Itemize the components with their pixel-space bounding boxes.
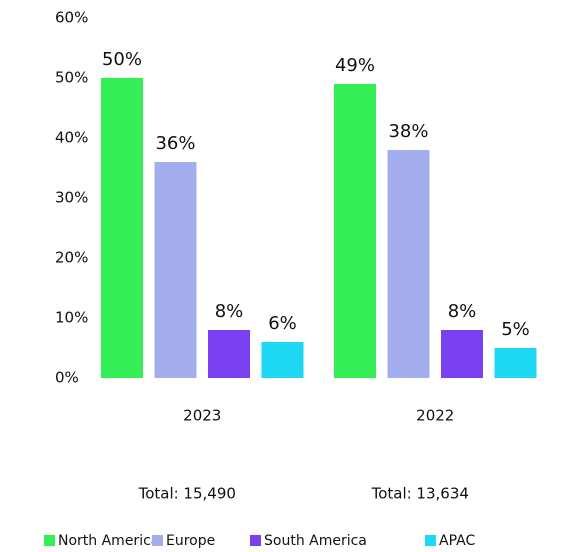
value-label: 36% bbox=[155, 133, 195, 154]
legend-swatch bbox=[44, 535, 55, 546]
annotation: Total: 13,634 bbox=[371, 485, 469, 503]
bar bbox=[261, 342, 304, 378]
value-label: 5% bbox=[501, 319, 530, 340]
legend-label: North America bbox=[58, 533, 159, 549]
legend-swatch bbox=[250, 535, 261, 546]
y-tick-label: 0% bbox=[55, 369, 79, 387]
x-tick-label: 2023 bbox=[183, 407, 221, 425]
bar bbox=[441, 330, 483, 378]
value-label: 38% bbox=[388, 121, 428, 142]
value-label: 49% bbox=[335, 55, 375, 76]
y-tick-label: 50% bbox=[55, 69, 88, 87]
bar bbox=[387, 150, 430, 378]
bar bbox=[154, 162, 197, 378]
bar bbox=[208, 330, 250, 378]
value-label: 50% bbox=[102, 49, 142, 70]
y-tick-label: 40% bbox=[55, 129, 88, 147]
legend-label: Europe bbox=[166, 533, 215, 549]
y-tick-label: 20% bbox=[55, 249, 88, 267]
y-tick-label: 10% bbox=[55, 309, 88, 327]
value-label: 8% bbox=[448, 301, 477, 322]
bar bbox=[494, 348, 537, 378]
legend-label: APAC bbox=[439, 533, 475, 549]
y-tick-label: 30% bbox=[55, 189, 88, 207]
value-label: 6% bbox=[268, 313, 297, 334]
legend-swatch bbox=[425, 535, 436, 546]
annotation: Total: 15,490 bbox=[138, 485, 236, 503]
x-tick-label: 2022 bbox=[416, 407, 454, 425]
y-tick-label: 60% bbox=[55, 9, 88, 27]
value-label: 8% bbox=[215, 301, 244, 322]
bar bbox=[101, 78, 143, 378]
legend-label: South America bbox=[264, 533, 367, 549]
bar bbox=[334, 84, 376, 378]
legend-swatch bbox=[152, 535, 163, 546]
